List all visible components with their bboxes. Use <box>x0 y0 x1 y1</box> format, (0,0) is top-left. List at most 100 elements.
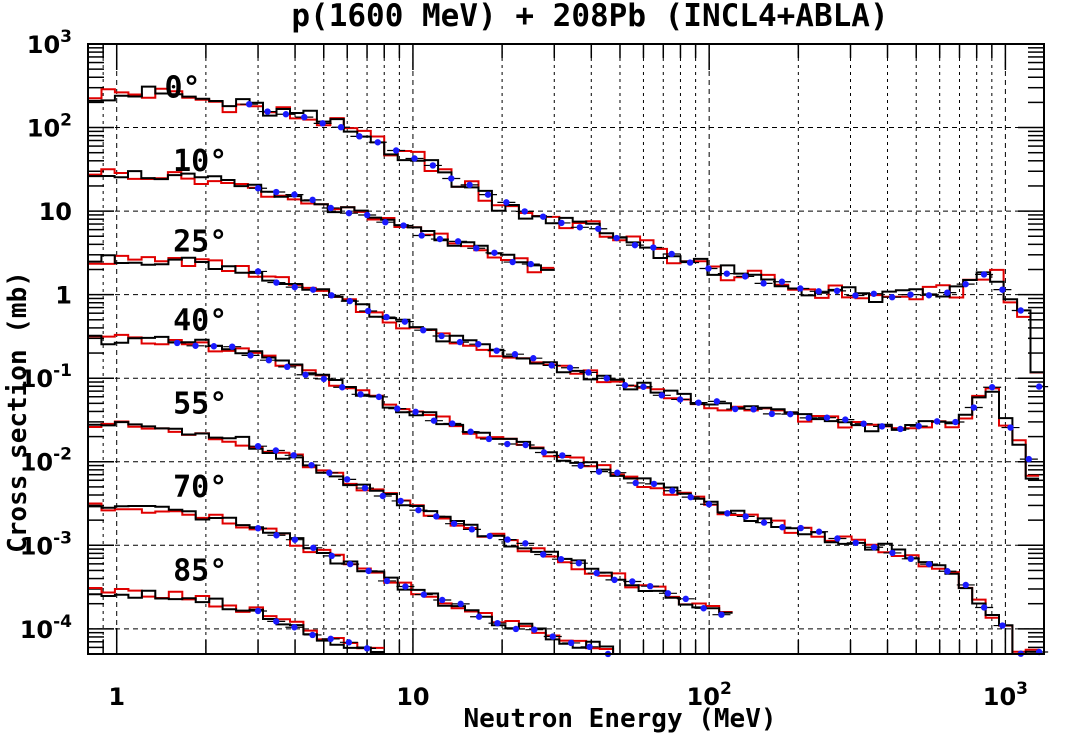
data-point <box>337 124 345 131</box>
data-point <box>473 245 480 252</box>
data-point <box>436 235 444 243</box>
y-axis-label: Cross section (mb) <box>3 271 33 553</box>
data-point <box>815 528 823 535</box>
chart-title: p(1600 MeV) + 208Pb (INCL4+ABLA) <box>291 0 888 34</box>
data-point <box>364 307 372 315</box>
data-point <box>842 416 849 423</box>
data-point <box>467 428 474 435</box>
data-point <box>291 283 298 291</box>
angle-label: 55° <box>173 386 227 421</box>
data-point <box>805 414 812 422</box>
data-point <box>586 643 593 651</box>
data-point <box>466 181 473 189</box>
data-point <box>228 343 236 350</box>
data-point <box>382 219 389 226</box>
axis-ticks <box>87 44 1044 655</box>
data-point <box>284 363 291 371</box>
data-point <box>888 294 896 301</box>
plot-frame <box>87 43 1045 655</box>
y-tick-label: 1 <box>55 282 72 310</box>
data-point <box>823 414 831 421</box>
data-point <box>454 238 462 245</box>
data-point <box>650 244 657 251</box>
data-point <box>549 633 556 640</box>
data-point <box>309 631 316 639</box>
data-point <box>429 162 437 169</box>
data-point <box>383 577 391 585</box>
angle-series-group <box>88 254 1040 480</box>
data-point <box>548 362 555 369</box>
data-point <box>319 120 326 127</box>
data-point <box>375 393 383 401</box>
data-point <box>264 108 271 115</box>
data-point <box>585 369 592 376</box>
data-point <box>475 613 483 620</box>
data-point <box>327 204 334 212</box>
angle-label: 70° <box>173 470 227 505</box>
calculation-histogram-red <box>88 502 681 655</box>
data-point <box>852 539 859 546</box>
y-tick-label: 10 <box>39 198 72 226</box>
data-point <box>418 232 425 239</box>
data-point <box>397 497 404 505</box>
data-point <box>713 398 721 405</box>
angle-series-group <box>88 502 681 658</box>
data-point <box>944 289 951 296</box>
data-point <box>952 418 959 426</box>
data-point <box>815 288 822 295</box>
data-point <box>878 423 886 430</box>
data-point <box>925 560 933 568</box>
data-point <box>291 624 298 631</box>
data-point <box>511 351 519 358</box>
x-axis-label: Neutron Energy (MeV) <box>463 704 776 733</box>
data-point <box>595 225 602 232</box>
data-point <box>1007 424 1014 431</box>
data-point <box>988 384 996 391</box>
data-point <box>834 535 841 542</box>
data-point <box>732 405 739 413</box>
data-point <box>457 600 464 608</box>
data-point <box>486 532 493 540</box>
data-point <box>345 209 353 217</box>
data-point <box>860 420 867 427</box>
data-point <box>346 297 354 305</box>
data-point <box>273 532 280 539</box>
angle-labels: 0° 10° 25° 40° 55° 70° 85° <box>165 70 228 588</box>
data-point <box>566 364 574 371</box>
data-point <box>760 519 768 526</box>
data-point <box>632 479 639 487</box>
data-point <box>392 147 400 154</box>
data-point <box>485 435 493 443</box>
data-point <box>400 222 407 229</box>
data-point <box>512 625 520 633</box>
data-point <box>291 191 298 198</box>
data-point <box>611 576 618 584</box>
data-point <box>247 352 254 359</box>
incl4-histogram-black <box>88 421 733 614</box>
data-point <box>779 524 786 531</box>
data-point <box>522 441 529 449</box>
data-point <box>723 270 731 277</box>
data-point <box>326 469 333 476</box>
data-point <box>363 211 371 219</box>
data-point <box>282 111 290 118</box>
x-tick-label: 1 <box>108 683 125 711</box>
angle-series-group <box>88 420 733 618</box>
data-point <box>356 133 363 140</box>
incl4-histogram-black <box>88 334 1040 655</box>
x-tick-label: 102 <box>687 679 732 711</box>
data-point <box>401 318 409 325</box>
y-tick-label: 10-4 <box>20 612 72 644</box>
data-point <box>265 357 273 364</box>
data-point <box>411 155 418 162</box>
data-point <box>540 449 548 456</box>
x-tick-label: 10 <box>396 683 429 711</box>
data-point <box>309 286 317 293</box>
y-tick-label: 10-1 <box>20 361 72 393</box>
angle-series-group <box>88 587 385 653</box>
x-tick-label: 103 <box>983 679 1028 711</box>
data-point <box>449 420 456 427</box>
data-point <box>273 618 280 625</box>
data-point <box>361 484 369 492</box>
